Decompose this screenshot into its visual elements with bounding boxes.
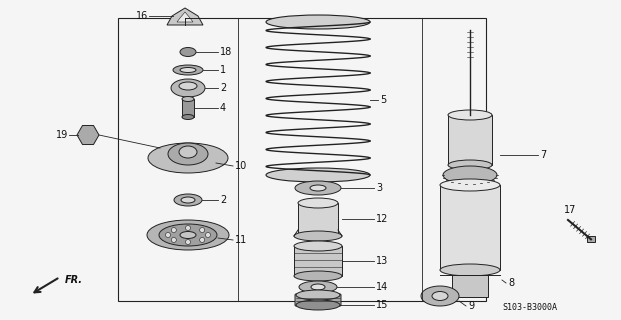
Ellipse shape xyxy=(440,179,500,191)
Ellipse shape xyxy=(432,292,448,300)
Bar xyxy=(294,246,342,276)
Ellipse shape xyxy=(182,115,194,119)
Ellipse shape xyxy=(173,65,203,75)
Text: FR.: FR. xyxy=(65,275,83,285)
Text: 13: 13 xyxy=(376,256,388,266)
Ellipse shape xyxy=(180,231,196,238)
Polygon shape xyxy=(177,12,193,22)
Ellipse shape xyxy=(310,185,326,191)
Circle shape xyxy=(206,233,211,237)
Circle shape xyxy=(186,226,191,230)
Ellipse shape xyxy=(296,290,340,300)
Ellipse shape xyxy=(266,168,370,182)
Text: 8: 8 xyxy=(508,278,514,288)
Ellipse shape xyxy=(180,47,196,57)
Polygon shape xyxy=(167,8,203,25)
Bar xyxy=(298,203,338,236)
Ellipse shape xyxy=(181,197,195,203)
Ellipse shape xyxy=(179,82,197,90)
Text: 5: 5 xyxy=(380,95,386,105)
Ellipse shape xyxy=(440,264,500,276)
Circle shape xyxy=(166,233,171,237)
Circle shape xyxy=(199,228,205,233)
Ellipse shape xyxy=(294,241,342,251)
Bar xyxy=(440,185,500,270)
Text: S103-B3000A: S103-B3000A xyxy=(502,303,558,313)
Text: 11: 11 xyxy=(235,235,247,245)
Circle shape xyxy=(171,228,176,233)
Ellipse shape xyxy=(168,143,208,165)
Text: 1: 1 xyxy=(220,65,226,75)
Text: 2: 2 xyxy=(220,83,226,93)
Ellipse shape xyxy=(448,160,492,170)
Circle shape xyxy=(171,237,176,243)
Ellipse shape xyxy=(298,198,338,208)
Ellipse shape xyxy=(448,110,492,120)
Ellipse shape xyxy=(148,143,228,173)
Ellipse shape xyxy=(296,300,340,310)
Text: 9: 9 xyxy=(468,301,474,311)
Ellipse shape xyxy=(147,220,229,250)
Ellipse shape xyxy=(159,224,217,246)
Ellipse shape xyxy=(174,194,202,206)
Text: 7: 7 xyxy=(540,150,546,160)
Bar xyxy=(118,18,486,301)
Ellipse shape xyxy=(179,146,197,158)
Bar xyxy=(182,99,194,117)
Bar xyxy=(448,115,492,165)
Text: 19: 19 xyxy=(56,130,68,140)
Text: 2: 2 xyxy=(220,195,226,205)
Ellipse shape xyxy=(266,15,370,29)
Ellipse shape xyxy=(299,281,337,293)
Circle shape xyxy=(186,239,191,244)
Text: 10: 10 xyxy=(235,161,247,171)
Text: 15: 15 xyxy=(376,300,388,310)
FancyBboxPatch shape xyxy=(295,294,341,306)
Circle shape xyxy=(199,237,205,243)
Ellipse shape xyxy=(295,181,341,195)
Ellipse shape xyxy=(182,97,194,101)
Text: 17: 17 xyxy=(564,205,576,215)
Ellipse shape xyxy=(180,68,196,73)
Bar xyxy=(452,275,488,297)
Text: 16: 16 xyxy=(136,11,148,21)
Polygon shape xyxy=(587,236,595,242)
Ellipse shape xyxy=(294,231,342,241)
Ellipse shape xyxy=(171,79,205,97)
Ellipse shape xyxy=(421,286,459,306)
Text: 4: 4 xyxy=(220,103,226,113)
Text: 14: 14 xyxy=(376,282,388,292)
Ellipse shape xyxy=(294,271,342,281)
Text: 18: 18 xyxy=(220,47,232,57)
Ellipse shape xyxy=(311,284,325,290)
Ellipse shape xyxy=(443,166,497,184)
Text: 12: 12 xyxy=(376,214,388,224)
Text: 3: 3 xyxy=(376,183,382,193)
